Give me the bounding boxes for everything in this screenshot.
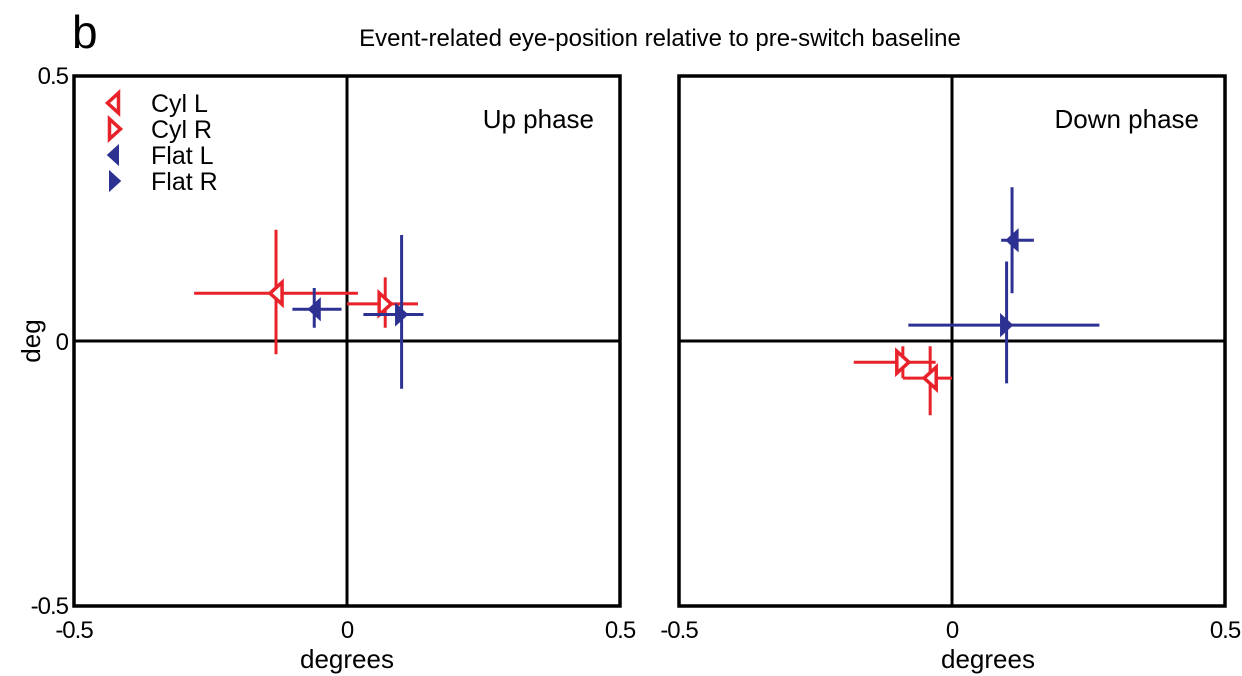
x-tick-label: 0	[341, 617, 354, 644]
legend-marker-icon	[107, 115, 124, 143]
plot-up-phase: -0.5 0 0.5 0.5 0 -0.5 degrees deg Up phase	[16, 63, 637, 674]
figure-title: Event-related eye-position relative to p…	[359, 25, 961, 52]
legend-marker-icon	[106, 143, 119, 167]
data-point-marker	[1005, 228, 1019, 253]
x-tick-label: 0	[946, 617, 959, 644]
legend-label: Flat R	[151, 168, 218, 196]
y-tick-label: 0.5	[38, 63, 69, 90]
x-tick-label: 0.5	[605, 617, 636, 644]
legend-label: Flat L	[151, 142, 214, 170]
series-flat-r	[363, 235, 424, 389]
data-point-marker	[1000, 312, 1014, 338]
y-tick-label: -0.5	[31, 593, 69, 620]
panel-letter: b	[72, 6, 98, 58]
legend-marker-icon	[109, 169, 122, 193]
series-cyl-l	[902, 346, 952, 416]
legend-label: Cyl R	[151, 116, 212, 144]
series-cyl-r	[347, 277, 418, 328]
legend-item: Flat R	[109, 168, 218, 196]
series-cyl-r	[853, 346, 936, 379]
legend-item: Flat L	[106, 142, 214, 170]
data-point-marker	[921, 363, 938, 394]
series-flat-r	[908, 261, 1100, 384]
y-axis-label: deg	[16, 319, 46, 362]
data-point-marker	[395, 302, 409, 327]
x-axis-label: degrees	[941, 644, 1035, 674]
legend-item: Cyl L	[104, 89, 208, 118]
data-point-marker	[895, 347, 912, 378]
series-flat-l	[292, 288, 342, 328]
data-point-marker	[307, 297, 321, 322]
x-axis-label: degrees	[300, 644, 394, 674]
series-cyl-l	[194, 229, 358, 355]
data-point-marker	[377, 288, 394, 319]
panel-title: Down phase	[1054, 104, 1199, 134]
series-flat-l	[1001, 187, 1034, 294]
legend-marker-icon	[104, 89, 121, 117]
plot-down-phase: -0.5 0 0.5 degrees Down phase	[660, 74, 1242, 674]
y-tick-label: 0	[56, 329, 69, 356]
data-point-marker	[267, 278, 284, 309]
legend-item: Cyl R	[107, 115, 212, 144]
x-tick-label: -0.5	[55, 617, 93, 644]
x-tick-label: -0.5	[660, 617, 698, 644]
x-tick-label: 0.5	[1210, 617, 1241, 644]
panel-title: Up phase	[483, 104, 594, 134]
legend-label: Cyl L	[151, 90, 208, 118]
